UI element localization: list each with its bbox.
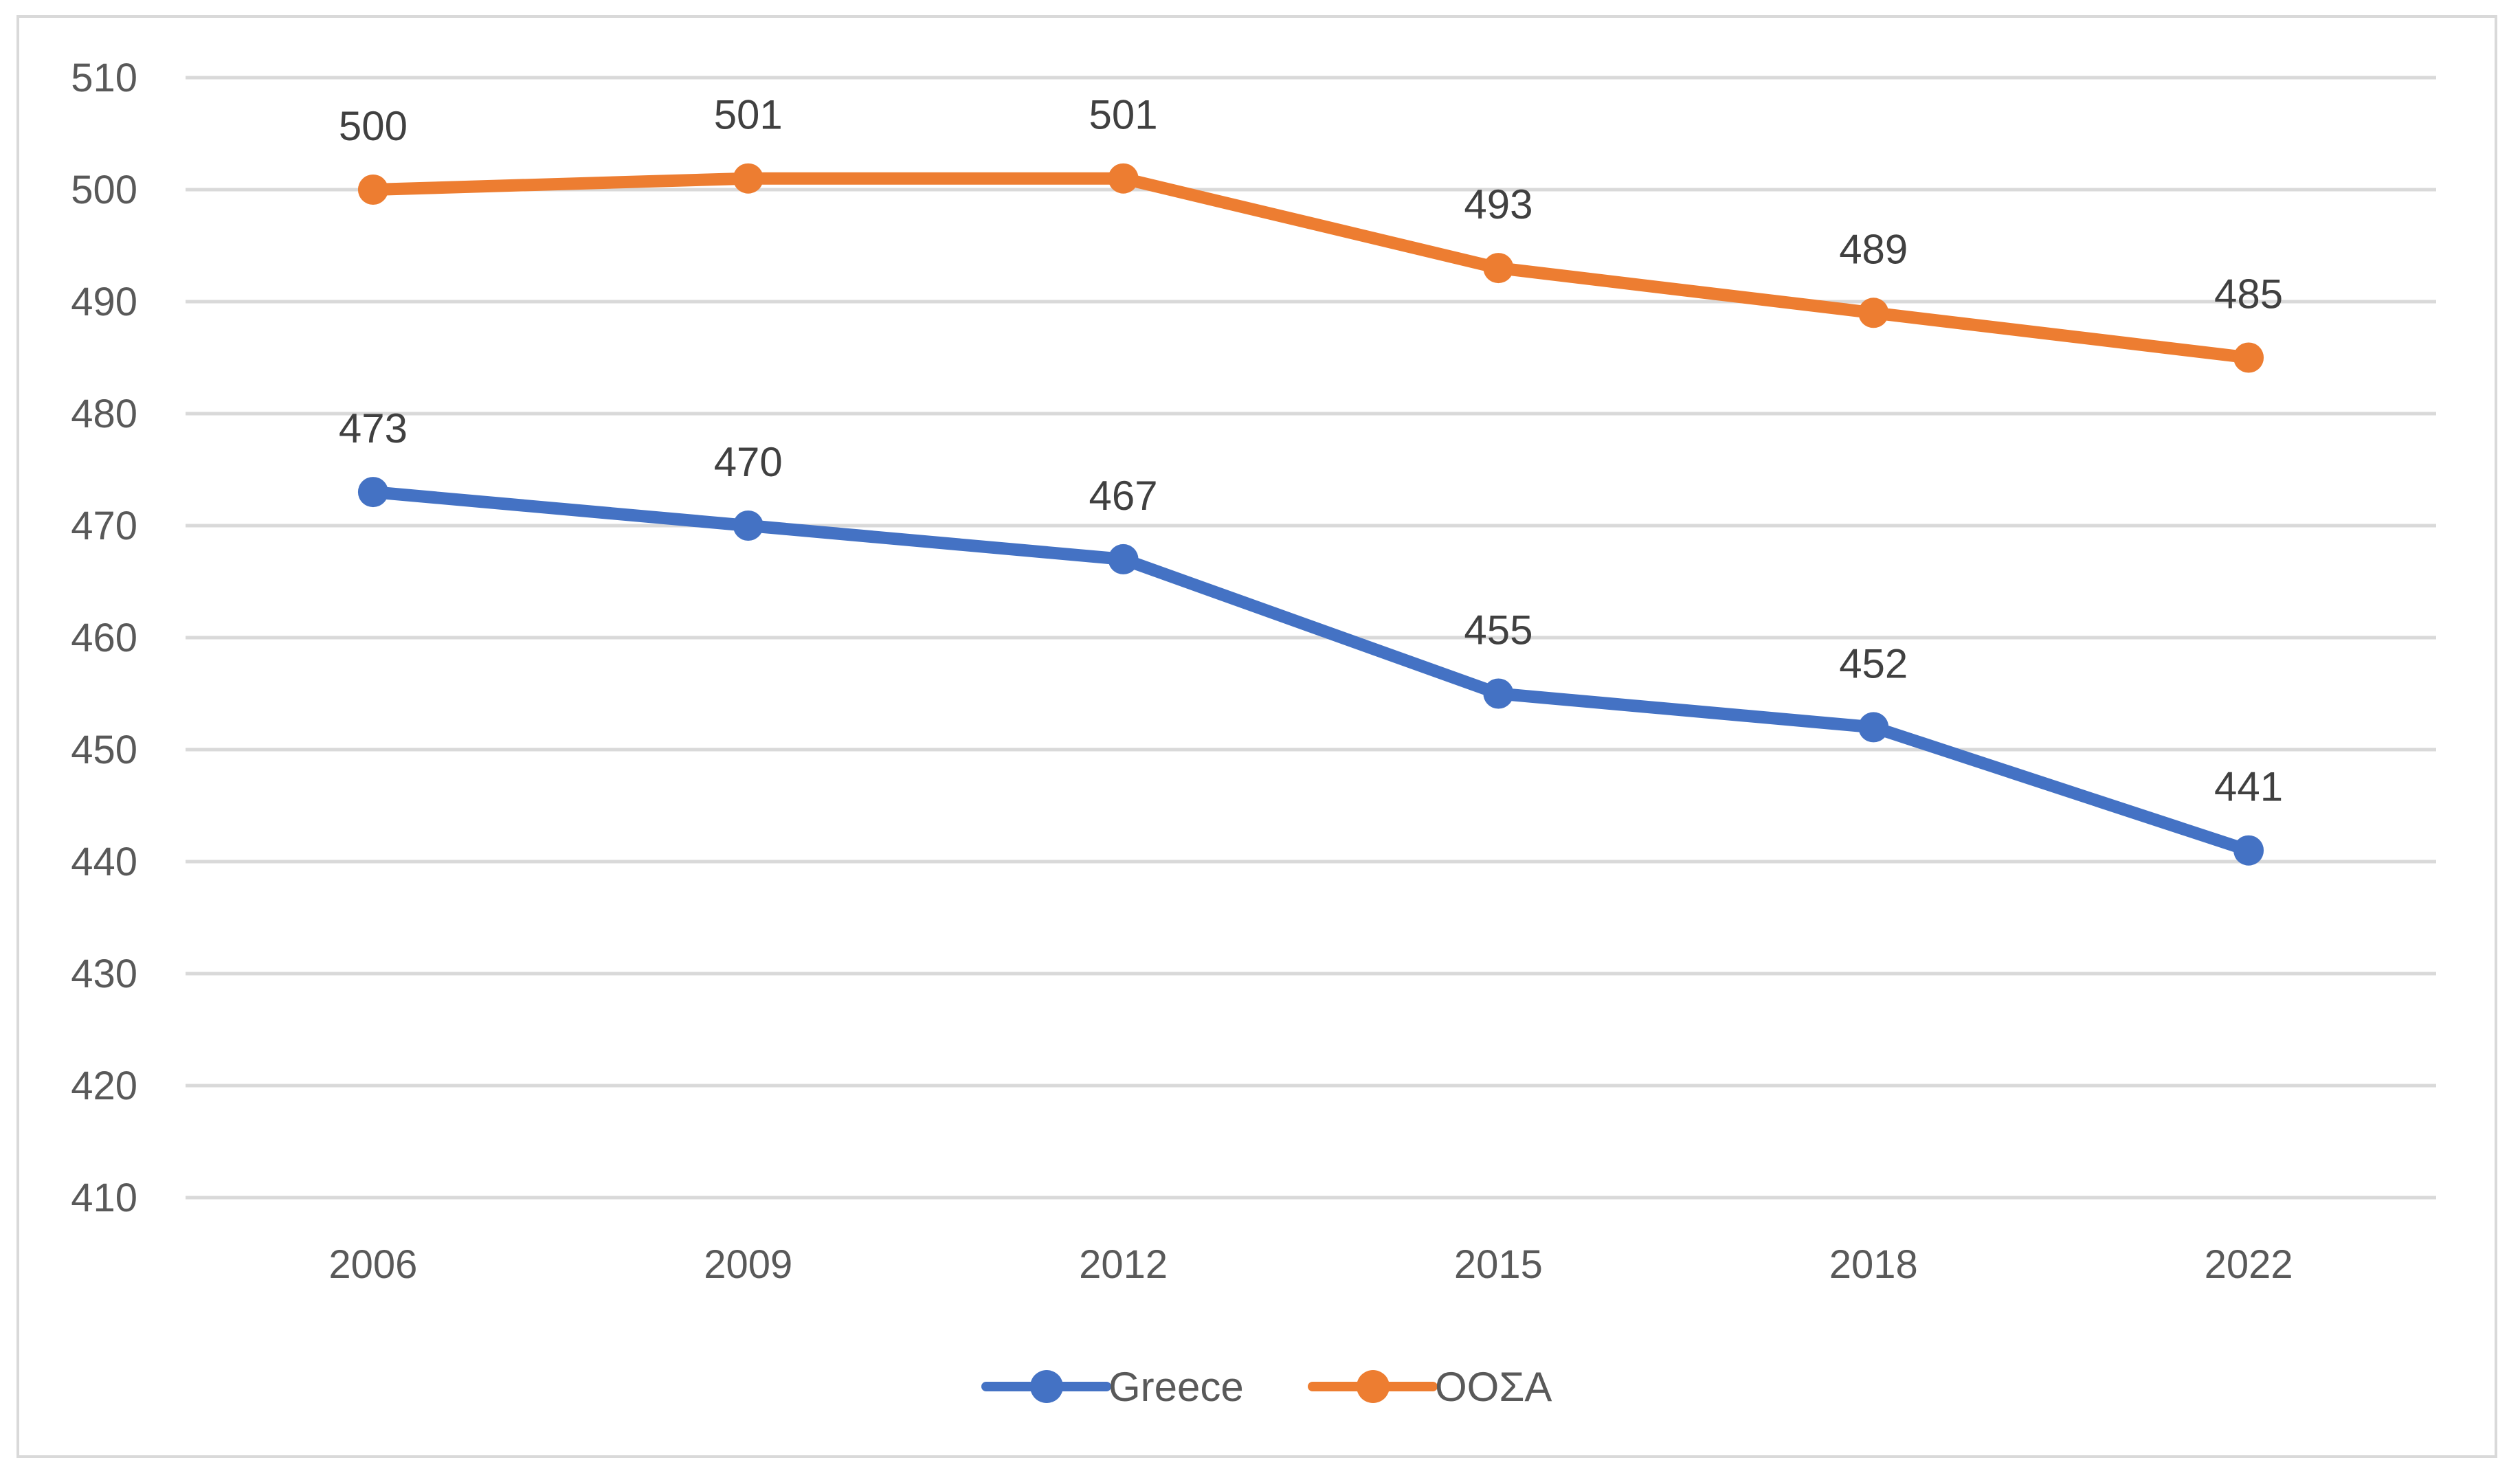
data-label: 473 [339, 405, 408, 451]
data-point[interactable] [1483, 253, 1514, 284]
y-tick-label: 420 [71, 1064, 137, 1108]
legend-swatch-marker [1357, 1370, 1390, 1403]
y-tick-label: 450 [71, 728, 137, 772]
data-point[interactable] [733, 511, 763, 541]
x-tick-label: 2018 [1829, 1242, 1918, 1287]
data-label: 470 [714, 439, 783, 485]
data-point[interactable] [1108, 543, 1139, 574]
y-tick-label: 500 [71, 168, 137, 212]
x-tick-label: 2009 [704, 1242, 792, 1287]
y-tick-label: 430 [71, 952, 137, 996]
legend-item-1[interactable]: ΟΟΣΑ [1308, 1364, 1552, 1410]
data-label: 493 [1464, 181, 1532, 227]
y-axis-ticks: 410 420 430 440 450 460 470 480 490 500 510 [71, 56, 137, 1220]
legend[interactable]: Greece ΟΟΣΑ [981, 1364, 1552, 1410]
legend-swatch-marker [1030, 1370, 1063, 1403]
data-point[interactable] [2233, 342, 2264, 373]
data-label: 489 [1839, 226, 1908, 272]
data-label: 452 [1839, 640, 1908, 686]
data-point[interactable] [357, 175, 388, 205]
series-lines [357, 163, 2264, 866]
data-labels: 473 470 467 455 452 441 500 501 501 493 489 485 [339, 92, 2283, 810]
data-label: 501 [1089, 92, 1158, 138]
data-label: 485 [2214, 271, 2283, 317]
data-point[interactable] [2233, 835, 2264, 866]
data-label: 500 [339, 103, 408, 149]
series-line-1 [366, 172, 2255, 364]
data-label: 501 [714, 92, 783, 138]
data-label: 467 [1089, 473, 1158, 519]
data-point[interactable] [1108, 163, 1139, 194]
data-point[interactable] [1858, 298, 1889, 328]
x-tick-label: 2022 [2205, 1242, 2293, 1287]
legend-item-0[interactable]: Greece [981, 1364, 1244, 1410]
chart-frame [16, 15, 2497, 1458]
x-tick-label: 2015 [1454, 1242, 1543, 1287]
data-point[interactable] [1858, 712, 1889, 743]
x-tick-label: 2006 [328, 1242, 417, 1287]
y-tick-label: 410 [71, 1176, 137, 1220]
y-tick-label: 440 [71, 840, 137, 884]
legend-label: Greece [1108, 1364, 1244, 1410]
data-point[interactable] [357, 477, 388, 508]
legend-label: ΟΟΣΑ [1435, 1364, 1552, 1410]
data-point[interactable] [1483, 678, 1514, 709]
series-line-0 [366, 486, 2255, 857]
y-tick-label: 460 [71, 616, 137, 660]
data-point[interactable] [733, 163, 763, 194]
data-label: 441 [2214, 764, 2283, 810]
y-tick-label: 470 [71, 504, 137, 548]
data-label: 455 [1464, 607, 1532, 653]
y-tick-label: 480 [71, 392, 137, 436]
gridlines [186, 76, 2436, 1200]
x-tick-label: 2012 [1079, 1242, 1168, 1287]
y-tick-label: 510 [71, 56, 137, 100]
y-tick-label: 490 [71, 280, 137, 324]
x-axis-ticks: 2006 2009 2012 2015 2018 2022 [328, 1242, 2293, 1287]
